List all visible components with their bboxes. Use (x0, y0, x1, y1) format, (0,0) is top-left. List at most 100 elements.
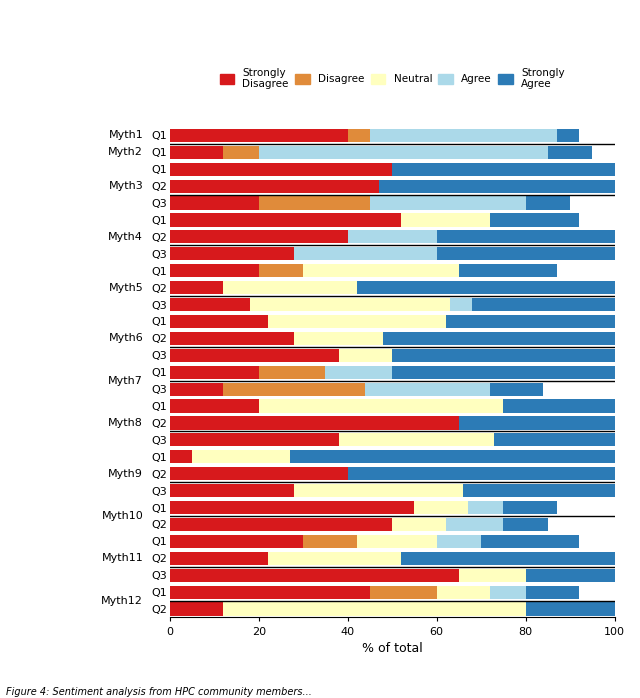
Bar (294, 484, 463, 497)
Bar (525, 586, 579, 599)
Bar (170, 146, 223, 159)
Bar (436, 535, 481, 548)
Bar (294, 332, 383, 345)
Bar (356, 535, 436, 548)
Bar (192, 450, 290, 463)
Bar (503, 501, 557, 514)
Bar (290, 450, 614, 463)
X-axis label: % of total: % of total (362, 642, 422, 655)
Bar (294, 247, 436, 260)
Bar (445, 315, 614, 328)
Text: Myth1: Myth1 (108, 131, 143, 140)
Bar (170, 399, 259, 413)
Bar (348, 230, 436, 244)
Bar (436, 586, 490, 599)
Bar (268, 315, 445, 328)
Bar (392, 349, 614, 362)
Bar (490, 214, 579, 227)
Bar (170, 196, 259, 209)
Bar (259, 146, 548, 159)
Bar (170, 315, 268, 328)
Bar (525, 569, 614, 582)
Bar (170, 501, 415, 514)
Bar (392, 163, 614, 176)
Bar (170, 332, 294, 345)
Bar (250, 298, 450, 311)
Bar (170, 298, 250, 311)
Bar (170, 281, 223, 295)
Bar (348, 467, 614, 480)
Bar (170, 247, 294, 260)
Bar (548, 146, 592, 159)
Bar (459, 417, 614, 429)
Bar (557, 128, 579, 142)
Bar (223, 383, 365, 396)
Bar (401, 214, 490, 227)
Bar (401, 551, 614, 565)
Bar (392, 518, 445, 531)
Bar (303, 264, 459, 277)
Bar (370, 586, 436, 599)
Bar (356, 281, 614, 295)
Bar (365, 383, 490, 396)
Bar (223, 146, 259, 159)
Bar (170, 349, 339, 362)
Bar (259, 366, 326, 379)
Bar (339, 349, 392, 362)
Bar (170, 551, 268, 565)
Bar (170, 484, 294, 497)
Bar (415, 501, 468, 514)
Bar (170, 264, 259, 277)
Bar (490, 586, 525, 599)
Bar (170, 433, 339, 447)
Text: Myth12: Myth12 (101, 595, 143, 606)
Bar (223, 602, 525, 616)
Bar (170, 602, 223, 616)
Text: Myth7: Myth7 (108, 376, 143, 386)
Bar (170, 230, 348, 244)
Bar (525, 602, 614, 616)
Legend: Strongly
Disagree, Disagree, Neutral, Agree, Strongly
Agree: Strongly Disagree, Disagree, Neutral, Ag… (216, 64, 569, 94)
Bar (170, 163, 392, 176)
Bar (450, 298, 472, 311)
Bar (326, 366, 392, 379)
Bar (525, 196, 570, 209)
Bar (490, 383, 543, 396)
Bar (223, 281, 356, 295)
Text: Myth9: Myth9 (108, 468, 143, 479)
Bar (503, 399, 614, 413)
Bar (259, 399, 503, 413)
Bar (472, 298, 614, 311)
Bar (370, 196, 525, 209)
Bar (459, 264, 557, 277)
Bar (383, 332, 614, 345)
Bar (170, 450, 192, 463)
Bar (503, 518, 548, 531)
Bar (370, 128, 557, 142)
Bar (170, 417, 459, 429)
Bar (170, 383, 223, 396)
Bar (170, 535, 303, 548)
Bar (459, 569, 525, 582)
Text: Myth3: Myth3 (108, 181, 143, 191)
Text: Myth5: Myth5 (108, 283, 143, 292)
Bar (495, 433, 614, 447)
Bar (170, 128, 348, 142)
Bar (259, 196, 370, 209)
Text: Myth11: Myth11 (101, 554, 143, 563)
Text: Myth6: Myth6 (108, 334, 143, 343)
Bar (268, 551, 401, 565)
Bar (463, 484, 614, 497)
Bar (348, 128, 370, 142)
Text: Myth2: Myth2 (108, 147, 143, 157)
Bar (170, 179, 379, 193)
Bar (170, 586, 370, 599)
Bar (481, 535, 579, 548)
Bar (170, 214, 401, 227)
Bar (170, 518, 392, 531)
Text: Myth4: Myth4 (108, 232, 143, 242)
Text: Myth10: Myth10 (101, 511, 143, 521)
Bar (170, 467, 348, 480)
Bar (379, 179, 614, 193)
Bar (339, 433, 495, 447)
